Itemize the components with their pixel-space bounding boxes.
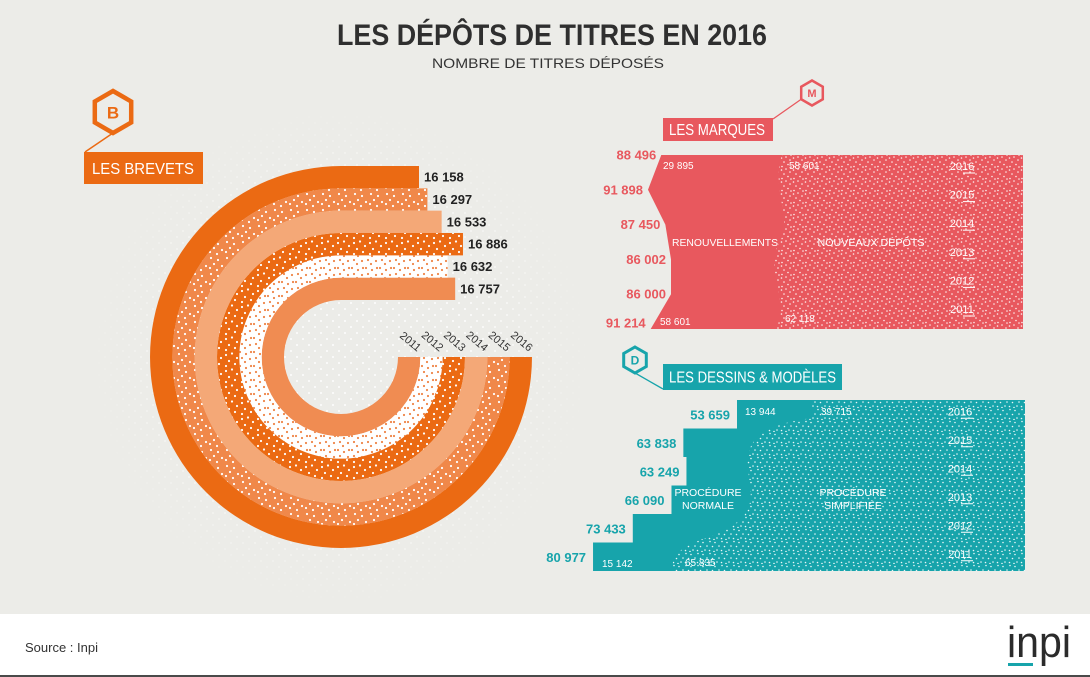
dessins-year-label-2011: 2011 — [948, 549, 972, 561]
dessins-total-label-2014: 63 249 — [640, 464, 680, 479]
marques-title-box — [663, 118, 773, 141]
dessins-total-label-2016: 53 659 — [690, 407, 730, 422]
brevets-badge-letter: B — [107, 104, 119, 123]
dessins-normale-2016: 13 944 — [745, 407, 776, 418]
dessins-total-label-2015: 63 838 — [637, 436, 677, 451]
dessins-total-label-2011: 80 977 — [546, 550, 586, 565]
dessins-total-label-2013: 66 090 — [625, 493, 665, 508]
inpi-logo-underline — [1008, 663, 1033, 666]
ring-value-label-2016: 16 158 — [424, 170, 464, 185]
marques-nouveaux-2011: 62 118 — [785, 314, 815, 325]
marques-year-label-2014: 2014 — [950, 218, 974, 230]
ring-value-label-2014: 16 533 — [447, 214, 487, 229]
dessins-series-simplifiee-line1: PROCÉDURE — [819, 486, 886, 499]
marques-chart: 88 496 2016 91 898 2015 87 450 2014 86 002 2013… — [603, 148, 1023, 331]
marques-total-label-2016: 88 496 — [617, 148, 657, 163]
marques-total-label-2013: 86 002 — [626, 252, 666, 267]
marques-year-label-2011: 2011 — [950, 304, 974, 316]
dessins-title: LES DESSINS & MODÈLES — [669, 368, 836, 387]
brevets-badge-connector — [84, 132, 114, 153]
dessins-series-simplifiee-line2: SIMPLIFIÉE — [824, 499, 882, 512]
marques-total-label-2012: 86 000 — [626, 287, 666, 302]
dessins-series-normale-line2: NORMALE — [682, 500, 734, 512]
page-subtitle: NOMBRE DE TITRES DÉPOSÉS — [432, 55, 664, 71]
ring-value-label-2015: 16 297 — [432, 192, 472, 207]
marques-total-label-2014: 87 450 — [621, 217, 661, 232]
marques-series-nouveaux-depots: NOUVEAUX DÉPÔTS — [818, 236, 925, 249]
dessins-normale-2011: 15 142 — [602, 559, 633, 570]
marques-badge-connector — [772, 98, 802, 120]
dessins-simplifiee-2016: 39 715 — [821, 407, 852, 418]
dessins-badge-connector — [634, 372, 664, 390]
ring-bar-2011 — [261, 277, 456, 437]
footer: Source : Inpi inpi — [0, 614, 1090, 677]
dessins-year-label-2016: 2016 — [948, 406, 972, 418]
dessins-badge-letter: D — [631, 354, 640, 368]
dessins-total-label-2012: 73 433 — [586, 521, 626, 536]
infographic: LES DÉPÔTS DE TITRES EN 2016 NOMBRE DE T… — [84, 18, 1025, 607]
marques-title: LES MARQUES — [669, 122, 765, 139]
dessins-series-normale-line1: PROCÉDURE — [674, 486, 741, 499]
marques-renouvellements-2011: 58 601 — [660, 317, 691, 328]
dessins-section: D LES DESSINS & MODÈLES 53 659 2016 63 838… — [546, 345, 1025, 571]
ring-value-label-2011: 16 757 — [460, 281, 500, 296]
ring-bar-2012 — [239, 255, 448, 459]
dessins-year-label-2013: 2013 — [948, 492, 972, 504]
marques-year-label-2015: 2015 — [950, 190, 974, 202]
dessins-simplifiee-2011: 65 835 — [685, 558, 716, 569]
marques-year-label-2012: 2012 — [950, 275, 974, 287]
marques-nouveaux-2016: 58 601 — [789, 161, 820, 172]
marques-nouveaux-depots-area — [774, 155, 1023, 329]
dessins-badge-hexagon-icon — [622, 345, 648, 375]
marques-year-label-2016: 2016 — [950, 161, 974, 173]
inpi-logo-text: inpi — [1007, 618, 1071, 667]
marques-total-label-2015: 91 898 — [603, 182, 643, 197]
marques-year-label-2013: 2013 — [950, 247, 974, 259]
marques-series-renouvellements: RENOUVELLEMENTS — [672, 237, 778, 249]
marques-badge-letter: M — [807, 88, 816, 100]
source-note: Source : Inpi — [25, 640, 98, 655]
inpi-logo: inpi — [1007, 618, 1071, 667]
dessins-simplifiee-area — [672, 400, 1025, 571]
dessins-chart: 53 659 2016 63 838 2015 63 249 2014 66 090 2013… — [546, 400, 1025, 571]
dessins-title-box — [663, 364, 842, 390]
dessins-year-label-2014: 2014 — [948, 463, 972, 475]
page-title: LES DÉPÔTS DE TITRES EN 2016 — [337, 18, 767, 52]
marques-renouvellements-2016: 29 895 — [663, 161, 694, 172]
brevets-badge-hexagon-icon — [92, 88, 134, 136]
dessins-year-label-2012: 2012 — [948, 520, 972, 532]
ring-value-label-2013: 16 886 — [468, 237, 508, 252]
marques-badge-hexagon-icon — [799, 79, 825, 107]
marques-section: M LES MARQUES 88 496 2016 91 898 2015 87 450… — [603, 79, 1023, 331]
ring-value-label-2012: 16 632 — [453, 259, 493, 274]
brevets-title: LES BREVETS — [92, 161, 194, 178]
marques-total-label-2011: 91 214 — [606, 316, 647, 331]
brevets-title-box — [84, 152, 203, 184]
dessins-year-label-2015: 2015 — [948, 435, 972, 447]
